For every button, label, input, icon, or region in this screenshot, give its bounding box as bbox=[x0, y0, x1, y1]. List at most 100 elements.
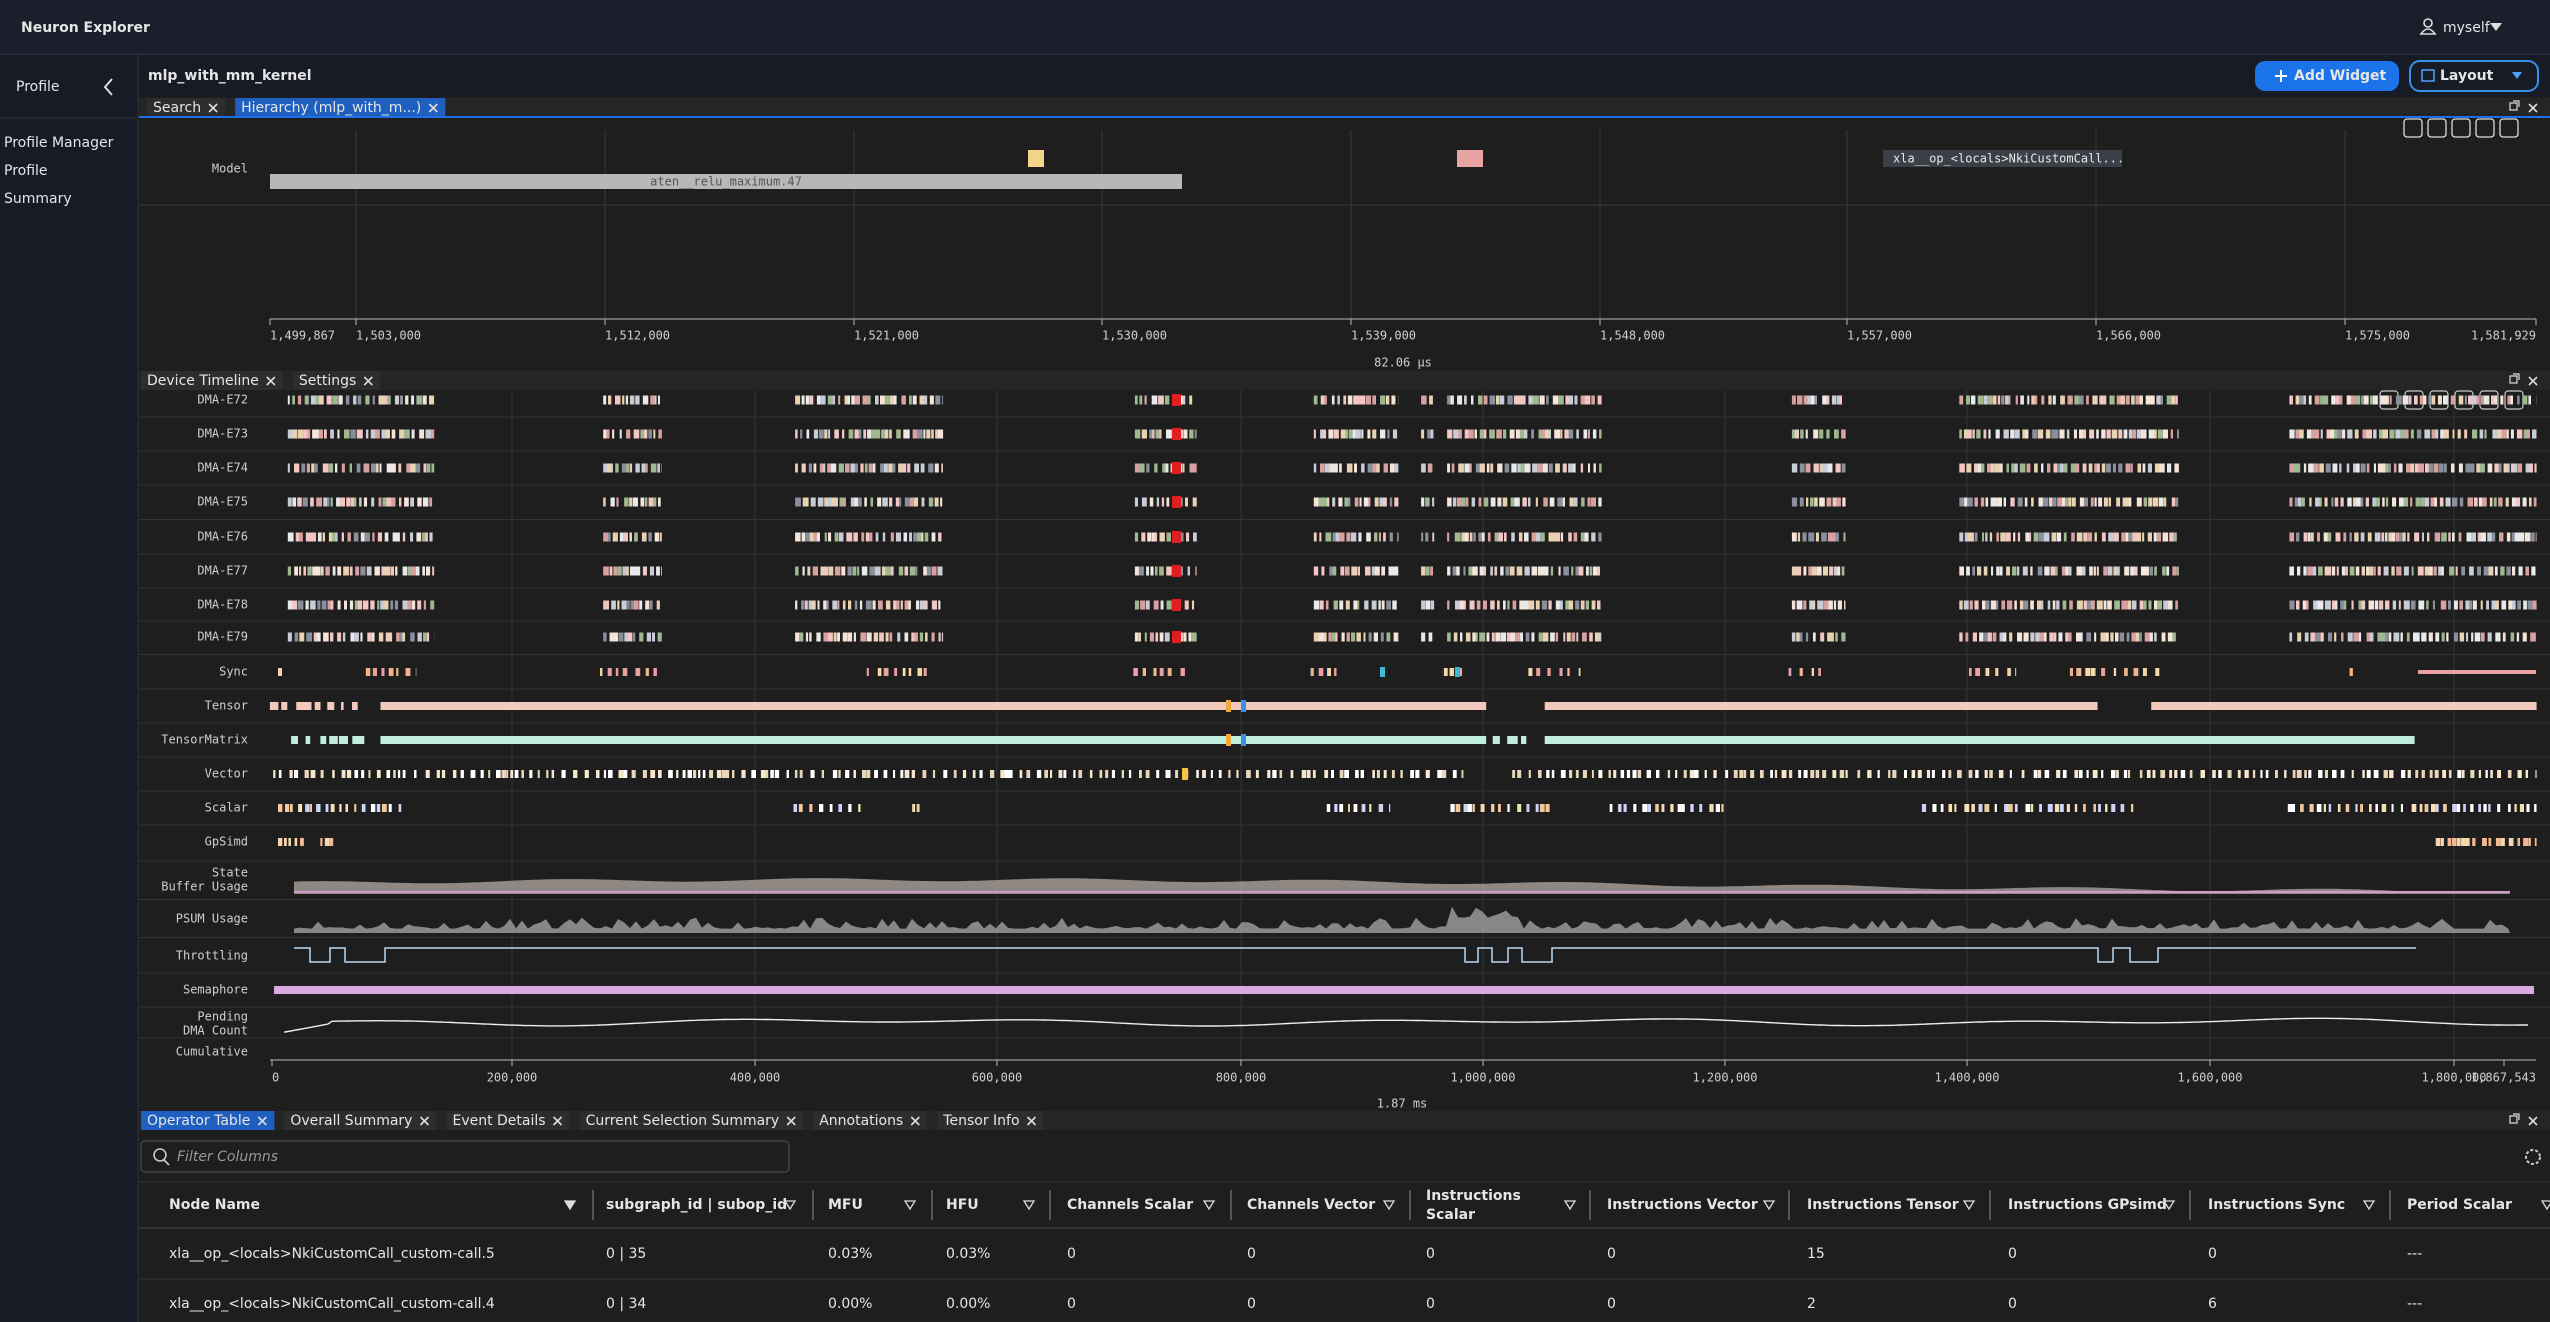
event-mark[interactable] bbox=[645, 668, 649, 676]
event-mark[interactable] bbox=[1400, 770, 1403, 778]
event-mark[interactable] bbox=[2067, 395, 2073, 405]
event-mark[interactable] bbox=[2076, 632, 2080, 642]
event-mark[interactable] bbox=[1596, 566, 1600, 576]
event-mark[interactable] bbox=[2438, 566, 2444, 576]
event-mark[interactable] bbox=[2350, 395, 2355, 405]
event-mark[interactable] bbox=[391, 463, 396, 473]
event-mark[interactable] bbox=[1182, 395, 1186, 405]
event-mark[interactable] bbox=[611, 600, 616, 610]
event-mark[interactable] bbox=[292, 497, 297, 507]
event-mark[interactable] bbox=[1367, 463, 1374, 473]
event-mark[interactable] bbox=[425, 770, 430, 778]
event-mark[interactable] bbox=[1540, 532, 1545, 542]
event-mark[interactable] bbox=[1810, 497, 1814, 507]
event-mark[interactable] bbox=[1353, 804, 1358, 812]
event-mark[interactable] bbox=[1836, 497, 1841, 507]
event-mark[interactable] bbox=[344, 600, 347, 610]
event-mark[interactable] bbox=[2392, 497, 2397, 507]
event-mark[interactable] bbox=[423, 600, 426, 610]
event-mark[interactable] bbox=[1507, 395, 1513, 405]
event-mark[interactable] bbox=[1819, 497, 1825, 507]
event-mark[interactable] bbox=[2041, 463, 2044, 473]
event-mark[interactable] bbox=[641, 463, 646, 473]
event-mark[interactable] bbox=[1452, 566, 1457, 576]
event-mark[interactable] bbox=[1836, 395, 1841, 405]
event-mark[interactable] bbox=[1989, 770, 1993, 778]
event-mark[interactable] bbox=[1152, 429, 1155, 439]
event-mark[interactable] bbox=[2402, 532, 2406, 542]
event-mark[interactable] bbox=[607, 668, 612, 676]
event-mark[interactable] bbox=[1121, 770, 1124, 778]
event-mark[interactable] bbox=[1841, 429, 1846, 439]
event-mark[interactable] bbox=[2289, 566, 2294, 576]
event-mark[interactable] bbox=[2145, 395, 2152, 405]
event-mark[interactable] bbox=[902, 668, 906, 676]
event-mark[interactable] bbox=[1531, 566, 1538, 576]
event-mark[interactable] bbox=[1774, 770, 1778, 778]
event-mark[interactable] bbox=[1839, 395, 1842, 405]
event-mark[interactable] bbox=[610, 463, 613, 473]
event-mark[interactable] bbox=[1760, 770, 1764, 778]
event-mark[interactable] bbox=[921, 497, 925, 507]
event-mark[interactable] bbox=[2096, 429, 2099, 439]
event-mark[interactable] bbox=[1139, 770, 1142, 778]
event-mark[interactable] bbox=[774, 770, 780, 778]
event-mark[interactable] bbox=[1713, 770, 1717, 778]
event-mark[interactable] bbox=[1146, 566, 1149, 576]
event-mark[interactable] bbox=[354, 600, 360, 610]
event-mark[interactable] bbox=[1917, 770, 1922, 778]
event-mark[interactable] bbox=[2384, 395, 2389, 405]
event-mark[interactable] bbox=[608, 395, 612, 405]
event-mark[interactable] bbox=[1319, 600, 1324, 610]
event-mark[interactable] bbox=[2173, 532, 2177, 542]
event-mark[interactable] bbox=[1978, 804, 1983, 812]
event-mark[interactable] bbox=[2107, 566, 2113, 576]
event-mark[interactable] bbox=[1583, 429, 1588, 439]
event-mark[interactable] bbox=[1374, 497, 1379, 507]
event-mark[interactable] bbox=[2074, 463, 2080, 473]
event-mark[interactable] bbox=[962, 770, 967, 778]
tab[interactable] bbox=[292, 371, 381, 390]
event-mark[interactable] bbox=[1670, 804, 1674, 812]
event-mark[interactable] bbox=[1372, 395, 1376, 405]
event-mark[interactable] bbox=[1796, 566, 1802, 576]
event-mark[interactable] bbox=[1531, 429, 1534, 439]
event-mark[interactable] bbox=[1155, 566, 1158, 576]
event-mark[interactable] bbox=[1578, 566, 1584, 576]
event-mark[interactable] bbox=[1593, 463, 1596, 473]
event-mark[interactable] bbox=[908, 668, 912, 676]
event-mark[interactable] bbox=[841, 566, 846, 576]
event-mark[interactable] bbox=[2470, 532, 2476, 542]
event-mark[interactable] bbox=[2492, 429, 2499, 439]
event-mark[interactable] bbox=[824, 429, 828, 439]
event-mark[interactable] bbox=[1524, 463, 1531, 473]
event-mark[interactable] bbox=[1532, 463, 1538, 473]
event-mark[interactable] bbox=[306, 632, 313, 642]
event-mark[interactable] bbox=[1820, 632, 1825, 642]
event-mark[interactable] bbox=[1365, 566, 1371, 576]
event-mark[interactable] bbox=[2505, 497, 2509, 507]
event-mark[interactable] bbox=[1805, 429, 1808, 439]
tab-close[interactable] bbox=[1026, 1116, 1037, 1126]
event-mark[interactable] bbox=[1489, 395, 1496, 405]
event-mark[interactable] bbox=[436, 770, 440, 778]
event-mark[interactable] bbox=[837, 632, 840, 642]
event-mark[interactable] bbox=[2369, 804, 2372, 812]
event-mark[interactable] bbox=[1803, 600, 1807, 610]
event-mark[interactable] bbox=[1151, 395, 1158, 405]
event-mark[interactable] bbox=[546, 770, 549, 778]
event-mark[interactable] bbox=[2389, 395, 2392, 405]
event-mark[interactable] bbox=[1581, 497, 1585, 507]
event-mark[interactable] bbox=[1826, 429, 1830, 439]
event-mark[interactable] bbox=[1155, 632, 1159, 642]
event-mark[interactable] bbox=[2066, 429, 2070, 439]
event-mark[interactable] bbox=[1381, 600, 1385, 610]
event-mark[interactable] bbox=[1490, 497, 1496, 507]
event-mark[interactable] bbox=[1940, 804, 1944, 812]
event-mark[interactable] bbox=[2113, 668, 2117, 676]
event-mark[interactable] bbox=[2362, 770, 2365, 778]
event-mark[interactable] bbox=[384, 566, 390, 576]
layout-button[interactable] bbox=[2409, 60, 2539, 92]
event-mark[interactable] bbox=[2534, 838, 2537, 846]
event-mark[interactable] bbox=[1975, 770, 1979, 778]
